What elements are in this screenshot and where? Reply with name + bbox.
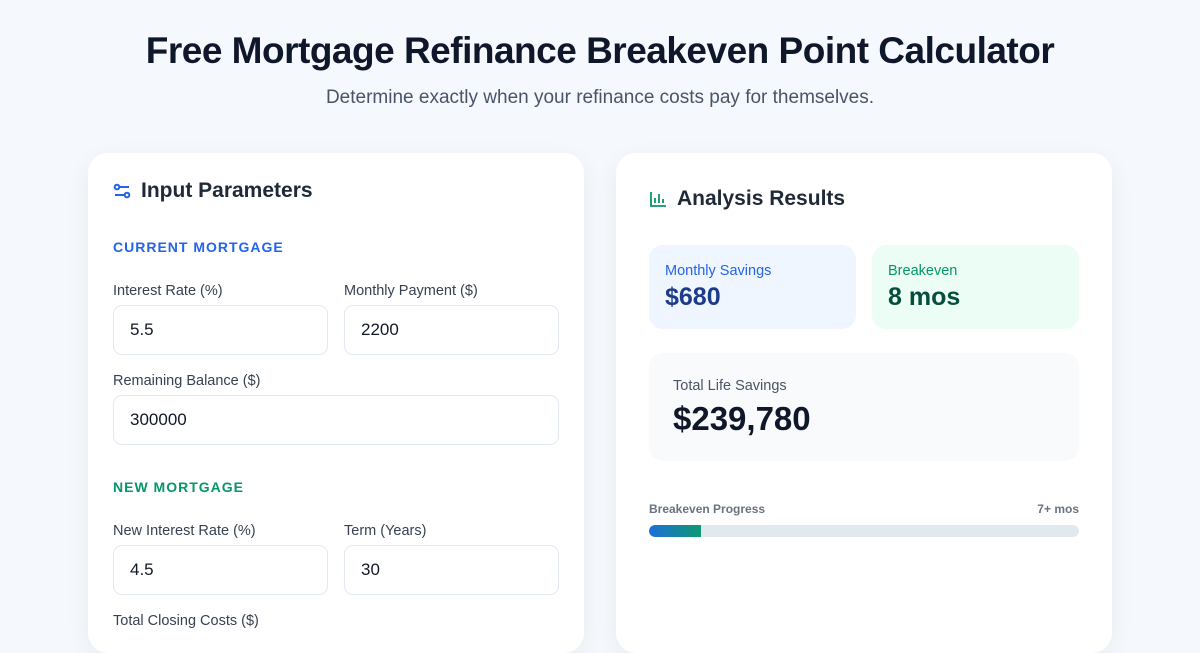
results-card-header: Analysis Results <box>649 187 845 211</box>
interest-rate-label: Interest Rate (%) <box>113 283 223 299</box>
term-input[interactable] <box>344 545 559 595</box>
input-card-header: Input Parameters <box>113 179 313 203</box>
monthly-savings-label: Monthly Savings <box>665 263 772 279</box>
monthly-savings-value: $680 <box>665 283 721 311</box>
remaining-balance-label: Remaining Balance ($) <box>113 373 261 389</box>
total-life-savings-stat: Total Life Savings $239,780 <box>649 353 1079 461</box>
total-life-savings-value: $239,780 <box>673 400 811 437</box>
monthly-payment-label: Monthly Payment ($) <box>344 283 478 299</box>
bar-chart-icon <box>650 192 666 207</box>
page-subtitle: Determine exactly when your refinance co… <box>325 87 875 108</box>
breakeven-stat: Breakeven 8 mos <box>872 245 1079 329</box>
monthly-payment-input[interactable] <box>344 305 559 355</box>
monthly-savings-stat: Monthly Savings $680 <box>649 245 856 329</box>
progress-label: Breakeven Progress <box>649 502 766 516</box>
new-interest-rate-input[interactable] <box>113 545 328 595</box>
new-mortgage-heading: NEW MORTGAGE <box>113 479 244 495</box>
breakeven-progress-bar <box>649 525 1079 537</box>
total-life-savings-label: Total Life Savings <box>673 378 787 394</box>
current-mortgage-heading: CURRENT MORTGAGE <box>113 239 284 255</box>
closing-costs-label: Total Closing Costs ($) <box>113 613 259 629</box>
input-card-title: Input Parameters <box>141 179 313 202</box>
term-label: Term (Years) <box>344 523 427 539</box>
analysis-results-card: Analysis Results Monthly Savings $680 Br… <box>616 153 1112 653</box>
results-card-title: Analysis Results <box>677 187 846 210</box>
breakeven-value: 8 mos <box>888 283 961 311</box>
breakeven-label: Breakeven <box>888 263 958 279</box>
sliders-icon <box>113 183 131 199</box>
interest-rate-input[interactable] <box>113 305 328 355</box>
progress-fill <box>649 525 701 537</box>
remaining-balance-input[interactable] <box>113 395 559 445</box>
input-parameters-card: Input Parameters CURRENT MORTGAGE Intere… <box>88 153 584 653</box>
new-interest-rate-label: New Interest Rate (%) <box>113 523 256 539</box>
progress-value-label: 7+ mos <box>1037 502 1079 516</box>
page-title: Free Mortgage Refinance Breakeven Point … <box>145 30 1055 71</box>
